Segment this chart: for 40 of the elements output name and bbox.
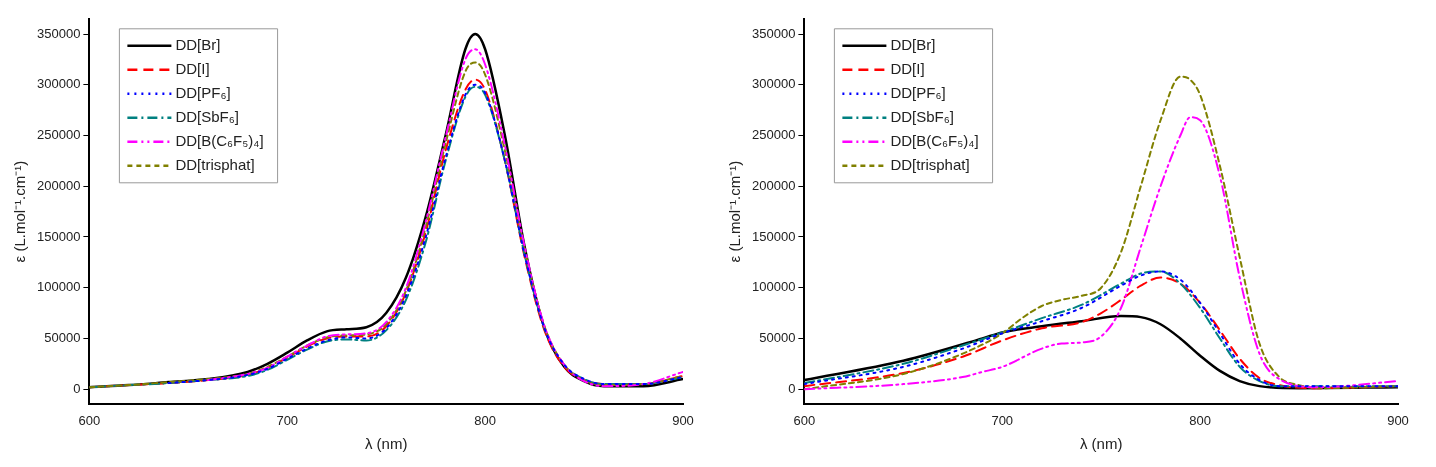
legend-label: DD[Br] (890, 35, 936, 53)
legend-label: DD[SbF₆] (175, 107, 239, 125)
y-tick-label: 50000 (44, 330, 81, 346)
legend-label: DD[PF₆] (890, 83, 946, 101)
x-tick-label: 600 (793, 412, 816, 428)
legend-label: DD[trisphat] (175, 155, 255, 173)
y-axis-title: ε (L.mol⁻¹.cm⁻¹) (11, 160, 29, 263)
y-tick-label: 150000 (751, 228, 796, 244)
x-tick-label: 800 (474, 412, 496, 428)
legend-label: DD[Br] (175, 35, 221, 53)
legend-label: DD[I] (890, 59, 925, 77)
x-tick-label: 700 (276, 412, 299, 428)
y-tick-label: 100000 (751, 279, 796, 295)
y-tick-label: 300000 (751, 76, 796, 92)
y-tick-label: 0 (788, 380, 796, 396)
x-tick-label: 600 (78, 412, 101, 428)
legend-label: DD[trisphat] (890, 155, 970, 173)
y-tick-label: 350000 (36, 25, 81, 41)
legend-label: DD[SbF₆] (890, 107, 954, 125)
x-tick-label: 800 (1189, 412, 1211, 428)
y-tick-label: 150000 (36, 228, 81, 244)
y-tick-label: 250000 (36, 127, 81, 143)
legend-label: DD[B(C₆F₅)₄] (175, 131, 264, 149)
x-axis-title: λ (nm) (364, 435, 408, 453)
y-tick-label: 250000 (751, 127, 796, 143)
y-tick-label: 350000 (751, 25, 796, 41)
y-axis-title: ε (L.mol⁻¹.cm⁻¹) (726, 160, 744, 263)
x-axis-title: λ (nm) (1079, 435, 1123, 453)
y-tick-label: 200000 (751, 177, 796, 193)
y-tick-label: 50000 (759, 330, 796, 346)
legend-label: DD[I] (175, 59, 210, 77)
legend-label: DD[PF₆] (175, 83, 231, 101)
y-tick-label: 300000 (36, 76, 81, 92)
y-tick-label: 200000 (36, 177, 81, 193)
x-tick-label: 900 (1387, 412, 1409, 428)
y-tick-label: 0 (73, 380, 81, 396)
y-tick-label: 100000 (36, 279, 81, 295)
legend-label: DD[B(C₆F₅)₄] (890, 131, 979, 149)
x-tick-label: 700 (991, 412, 1014, 428)
x-tick-label: 900 (672, 412, 694, 428)
